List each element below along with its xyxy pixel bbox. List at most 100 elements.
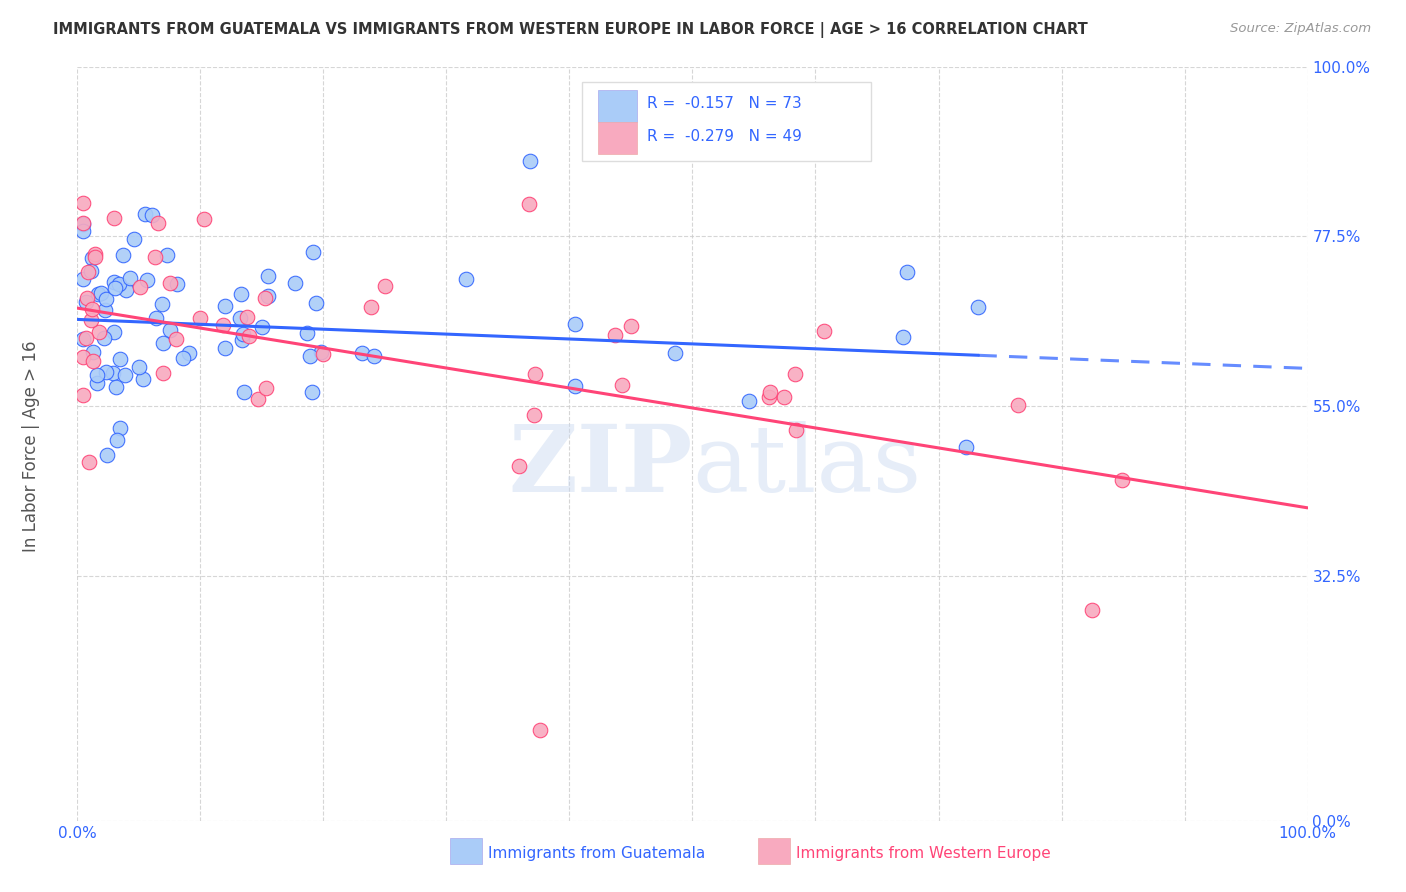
Point <box>152 335 174 350</box>
Point <box>166 277 188 291</box>
Point <box>360 300 382 314</box>
Point <box>519 154 541 169</box>
Point <box>165 333 187 347</box>
Point <box>72 350 94 364</box>
Point <box>111 248 134 262</box>
Point <box>256 289 278 303</box>
Point <box>299 349 322 363</box>
Point <box>312 347 335 361</box>
Point <box>114 368 136 383</box>
Point <box>254 381 277 395</box>
Point <box>96 449 118 463</box>
Point <box>72 195 94 210</box>
FancyBboxPatch shape <box>758 838 790 863</box>
Point <box>72 332 94 346</box>
Point <box>891 329 914 343</box>
Point <box>104 281 127 295</box>
Point <box>172 351 194 365</box>
Point <box>738 393 761 408</box>
Point <box>967 300 990 314</box>
Point <box>813 324 835 338</box>
Point <box>132 372 155 386</box>
FancyBboxPatch shape <box>598 122 637 153</box>
Point <box>134 207 156 221</box>
Point <box>508 458 530 473</box>
Point <box>373 279 395 293</box>
Point <box>188 310 211 325</box>
Point <box>82 354 104 368</box>
Point <box>94 365 117 379</box>
Point <box>72 272 94 286</box>
Point <box>76 291 98 305</box>
Point <box>619 319 641 334</box>
Point <box>128 359 150 374</box>
Point <box>77 455 100 469</box>
Text: IMMIGRANTS FROM GUATEMALA VS IMMIGRANTS FROM WESTERN EUROPE IN LABOR FORCE | AGE: IMMIGRANTS FROM GUATEMALA VS IMMIGRANTS … <box>53 22 1088 38</box>
Point <box>179 345 201 359</box>
Point <box>105 380 128 394</box>
Point <box>517 196 540 211</box>
Point <box>229 287 252 301</box>
Text: atlas: atlas <box>693 421 922 511</box>
Point <box>214 299 236 313</box>
Point <box>454 271 477 285</box>
Point <box>785 423 807 437</box>
Point <box>955 440 977 454</box>
Point <box>103 211 125 226</box>
Point <box>759 385 782 400</box>
Point <box>211 318 233 333</box>
Point <box>785 367 807 381</box>
Point <box>758 391 780 405</box>
Point <box>214 341 236 355</box>
Point <box>523 367 546 381</box>
Point <box>664 346 686 360</box>
Point <box>363 349 385 363</box>
FancyBboxPatch shape <box>598 90 637 122</box>
Point <box>309 344 332 359</box>
Point <box>86 368 108 382</box>
Point <box>150 297 173 311</box>
Point <box>145 311 167 326</box>
Point <box>94 292 117 306</box>
Point <box>896 265 918 279</box>
Point <box>1111 473 1133 487</box>
Point <box>87 287 110 301</box>
Point <box>118 270 141 285</box>
Point <box>232 385 254 400</box>
Point <box>141 208 163 222</box>
Point <box>75 294 97 309</box>
Point <box>108 421 131 435</box>
Point <box>231 333 253 347</box>
Point <box>610 377 633 392</box>
Point <box>152 366 174 380</box>
Point <box>115 283 138 297</box>
Point <box>302 244 325 259</box>
Text: Immigrants from Western Europe: Immigrants from Western Europe <box>796 846 1050 861</box>
Point <box>93 331 115 345</box>
Point <box>529 723 551 738</box>
Point <box>238 328 260 343</box>
Point <box>136 272 159 286</box>
Point <box>159 277 181 291</box>
Point <box>523 409 546 423</box>
Point <box>773 390 796 404</box>
Point <box>82 344 104 359</box>
Text: Source: ZipAtlas.com: Source: ZipAtlas.com <box>1230 22 1371 36</box>
Point <box>84 250 107 264</box>
Point <box>82 251 104 265</box>
FancyBboxPatch shape <box>450 838 482 863</box>
Point <box>305 296 328 310</box>
Point <box>148 216 170 230</box>
Point <box>84 247 107 261</box>
Point <box>254 291 277 305</box>
Point <box>89 285 111 300</box>
Point <box>80 263 103 277</box>
Point <box>247 392 270 406</box>
Point <box>1081 602 1104 616</box>
Point <box>564 378 586 392</box>
Point <box>105 433 128 447</box>
Point <box>86 376 108 390</box>
Point <box>75 331 97 345</box>
Point <box>156 248 179 262</box>
Point <box>101 366 124 380</box>
